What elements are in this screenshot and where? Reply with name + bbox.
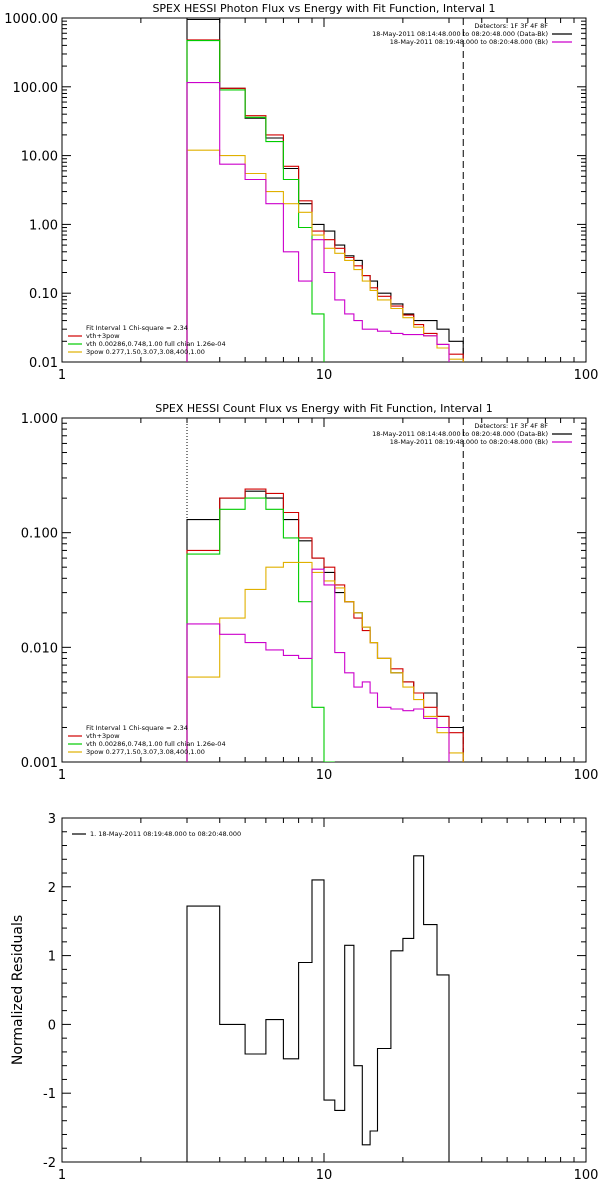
y-tick-label: 0.01 bbox=[29, 356, 58, 371]
series-line-0-3 bbox=[186, 149, 464, 362]
x-tick-label: 100 bbox=[574, 1168, 599, 1183]
series-line-1-3 bbox=[186, 561, 474, 762]
x-tick-label: 1 bbox=[58, 368, 66, 383]
legend-bottom-left-text: Fit Interval 1 Chi-square = 2.34 bbox=[86, 324, 188, 332]
legend-bottom-left-text: vth+3pow bbox=[86, 332, 120, 340]
series-line-1-1 bbox=[186, 488, 464, 762]
y-tick-label: 0 bbox=[48, 1018, 56, 1033]
legend-bottom-left-text: 3pow 0.277,1.50,3.07,3.08,400,1.00 bbox=[86, 348, 205, 356]
y-tick-label: 1000.00 bbox=[4, 12, 58, 27]
y-tick-label: 0.001 bbox=[21, 756, 58, 771]
legend-top-left-text: 1. 18-May-2011 08:19:48.000 to 08:20:48.… bbox=[90, 830, 241, 838]
plot-frame-0 bbox=[61, 17, 587, 363]
x-tick-label: 10 bbox=[316, 1168, 333, 1183]
y-tick-label: 1 bbox=[48, 950, 56, 965]
y-tick-label: 1.00 bbox=[29, 218, 58, 233]
chart-title-0: SPEX HESSI Photon Flux vs Energy with Fi… bbox=[152, 2, 495, 15]
y-tick-label: 0.100 bbox=[21, 527, 58, 542]
y-tick-label: 0.010 bbox=[21, 641, 58, 656]
y-tick-label: 0.10 bbox=[29, 287, 58, 302]
legend-bottom-left-text: Fit Interval 1 Chi-square = 2.34 bbox=[86, 724, 188, 732]
legend-top-right-text: 18-May-2011 08:14:48.000 to 08:20:48.000… bbox=[372, 30, 548, 38]
x-tick-label: 10 bbox=[316, 368, 333, 383]
series-line-1-0 bbox=[186, 490, 464, 762]
y-tick-label: 2 bbox=[48, 881, 56, 896]
legend-bottom-left-text: vth 0.00286,0.748,1.00 full chian 1.26e-… bbox=[86, 740, 226, 748]
y-tick-label: 3 bbox=[48, 812, 56, 827]
legend-bottom-left-text: vth 0.00286,0.748,1.00 full chian 1.26e-… bbox=[86, 340, 226, 348]
legend-top-right-text: 18-May-2011 08:14:48.000 to 08:20:48.000… bbox=[372, 430, 548, 438]
series-line-2-0 bbox=[186, 855, 464, 1162]
y-axis-label-2: Normalized Residuals bbox=[10, 915, 26, 1065]
x-tick-label: 10 bbox=[316, 768, 333, 783]
series-line-1-4 bbox=[186, 568, 450, 762]
legend-top-right-text: 18-May-2011 08:19:48.000 to 08:20:48.000… bbox=[390, 438, 548, 446]
legend-bottom-left-text: vth+3pow bbox=[86, 732, 120, 740]
series-line-1-2 bbox=[186, 497, 335, 762]
chart-title-1: SPEX HESSI Count Flux vs Energy with Fit… bbox=[155, 402, 492, 415]
y-tick-label: 1.000 bbox=[21, 412, 58, 427]
series-line-0-1 bbox=[186, 39, 464, 362]
x-tick-label: 100 bbox=[574, 768, 599, 783]
x-tick-label: 1 bbox=[58, 1168, 66, 1183]
x-tick-label: 1 bbox=[58, 768, 66, 783]
legend-top-right-text: Detectors: 1F 3F 4F 8F bbox=[474, 22, 548, 30]
legend-top-right-text: 18-May-2011 08:19:48.000 to 08:20:48.000… bbox=[390, 38, 548, 46]
y-tick-label: 10.00 bbox=[21, 150, 58, 165]
x-tick-label: 100 bbox=[574, 368, 599, 383]
y-tick-label: 100.00 bbox=[13, 81, 59, 96]
series-line-0-0 bbox=[186, 18, 464, 362]
legend-top-right-text: Detectors: 1F 3F 4F 8F bbox=[474, 422, 548, 430]
legend-bottom-left-text: 3pow 0.277,1.50,3.07,3.08,400,1.00 bbox=[86, 748, 205, 756]
y-tick-label: -2 bbox=[43, 1156, 56, 1171]
y-tick-label: -1 bbox=[43, 1087, 56, 1102]
series-line-0-4 bbox=[186, 82, 450, 362]
